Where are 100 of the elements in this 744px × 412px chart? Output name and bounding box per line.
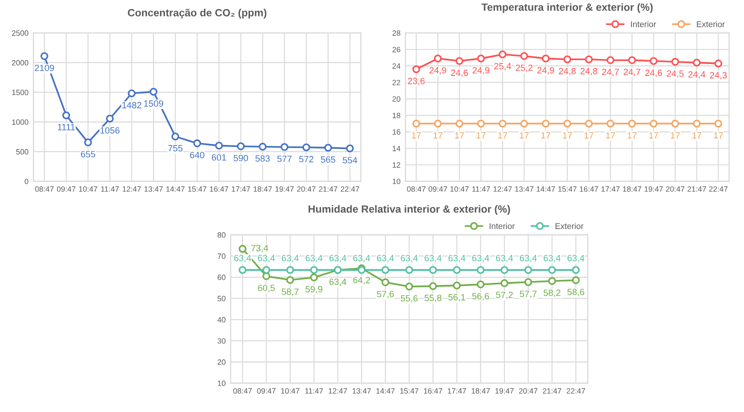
- data-label: 17: [670, 132, 680, 138]
- data-label: 17: [562, 132, 572, 138]
- point: [500, 279, 508, 288]
- point: [548, 277, 556, 285]
- point: [412, 120, 420, 128]
- point: [324, 144, 332, 152]
- point: [692, 120, 701, 128]
- data-label: 56,6: [472, 292, 490, 300]
- point: [429, 266, 437, 274]
- point: [572, 266, 580, 274]
- chart-title: Humidade Relativa interior & exterior (%): [308, 205, 510, 215]
- point: [520, 52, 528, 60]
- data-label: 73,4: [251, 244, 268, 252]
- data-label: 63,4: [544, 254, 561, 262]
- data-label: 23,6: [408, 78, 425, 86]
- point: [238, 244, 246, 253]
- data-label: 63,4: [448, 254, 466, 262]
- point: [310, 274, 318, 282]
- data-label: 63,4: [329, 278, 346, 286]
- data-label: 63,4: [258, 254, 275, 262]
- data-label: 64,2: [353, 276, 370, 284]
- data-label: 63,4: [424, 254, 442, 262]
- point: [584, 55, 593, 64]
- point: [476, 266, 485, 274]
- data-label: 25,2: [516, 64, 532, 72]
- data-label: 58,6: [567, 288, 584, 296]
- data-label: 63,4: [234, 254, 252, 262]
- data-label: 17: [692, 132, 702, 138]
- point: [286, 276, 294, 284]
- point: [238, 266, 246, 274]
- data-label: 1056: [100, 127, 120, 134]
- point: [382, 278, 390, 286]
- point: [40, 52, 48, 60]
- data-label: 55,6: [400, 295, 418, 303]
- point: [382, 266, 390, 274]
- data-label: 63,4: [377, 254, 394, 262]
- point: [346, 144, 354, 152]
- data-label: 590: [234, 154, 248, 162]
- point: [193, 139, 202, 148]
- data-label: 17: [628, 132, 637, 138]
- data-label: 601: [212, 154, 226, 161]
- data-label: 24,3: [710, 72, 727, 80]
- data-label: 59,9: [306, 286, 322, 294]
- point: [524, 266, 532, 274]
- data-label: 63,4: [520, 254, 537, 262]
- data-label: 1509: [144, 100, 164, 107]
- data-label: 17: [649, 132, 658, 138]
- data-label: 17: [714, 132, 723, 138]
- data-label: 554: [342, 157, 358, 164]
- point: [692, 58, 701, 67]
- point: [671, 58, 680, 66]
- legend-label: Exterior: [556, 222, 584, 230]
- point: [262, 266, 270, 274]
- data-label: 17: [476, 132, 486, 138]
- data-label: 17: [541, 132, 550, 138]
- point: [476, 280, 485, 288]
- point: [524, 278, 532, 286]
- point: [542, 54, 550, 62]
- legend-label: Interior: [631, 21, 656, 28]
- point: [236, 142, 245, 150]
- data-label: 24,8: [580, 68, 598, 76]
- point: [434, 120, 442, 128]
- point: [671, 120, 680, 128]
- point: [258, 142, 267, 151]
- point: [429, 282, 437, 290]
- point: [286, 266, 294, 274]
- data-label: 63,4: [353, 254, 370, 262]
- point: [171, 132, 180, 140]
- data-label: 60,5: [258, 284, 275, 292]
- point: [606, 56, 614, 64]
- data-label: 24,7: [602, 68, 619, 76]
- data-label: 17: [434, 132, 442, 138]
- point: [150, 88, 158, 96]
- point: [548, 266, 556, 274]
- data-label: 57,7: [520, 290, 537, 298]
- point: [302, 143, 310, 152]
- data-label: 63,4: [400, 254, 418, 262]
- data-label: 640: [190, 152, 204, 158]
- data-label: 24,4: [688, 71, 706, 79]
- point: [84, 138, 92, 146]
- data-label: 58,7: [282, 288, 298, 296]
- data-label: 17: [520, 132, 529, 138]
- legend-label: Interior: [490, 222, 515, 230]
- data-label: 17: [412, 132, 421, 138]
- point: [563, 120, 572, 128]
- data-label: 63,4: [306, 254, 322, 262]
- data-label: 24,6: [451, 70, 468, 78]
- point: [650, 120, 658, 128]
- data-label: 24,9: [537, 67, 554, 75]
- point: [215, 142, 223, 150]
- data-label: 57,6: [376, 290, 394, 298]
- point: [520, 120, 528, 128]
- point: [714, 120, 722, 128]
- data-label: 56,1: [448, 294, 466, 302]
- data-label: 63,4: [282, 254, 299, 262]
- point: [714, 60, 722, 68]
- point: [498, 120, 506, 128]
- point: [452, 282, 461, 290]
- chart-title: Temperatura interior & exterior (%): [482, 3, 653, 13]
- point: [542, 120, 550, 128]
